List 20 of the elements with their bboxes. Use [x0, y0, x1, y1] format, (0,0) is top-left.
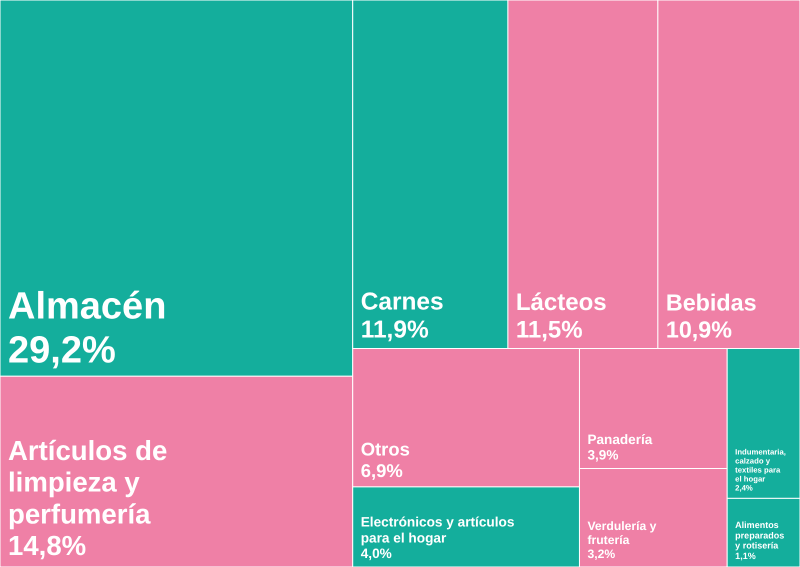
- data-label: 11,5%: [516, 316, 583, 344]
- data-label: 11,9%: [360, 316, 429, 344]
- category-label: Verdulería y frutería: [587, 519, 657, 547]
- category-label: Artículos de limpieza y perfumería: [8, 434, 168, 530]
- category-label: Panadería: [587, 432, 653, 447]
- data-label: 4,0%: [360, 546, 392, 561]
- data-label: 1,1%: [735, 551, 756, 561]
- data-label: 3,2%: [587, 547, 616, 561]
- data-label: 10,9%: [666, 316, 732, 343]
- category-label: Otros: [360, 438, 410, 460]
- data-label: 6,9%: [360, 460, 403, 481]
- category-label: Carnes: [360, 288, 444, 316]
- data-label: 14,8%: [8, 530, 86, 561]
- category-label: Lácteos: [516, 288, 607, 316]
- data-label: 3,9%: [587, 448, 618, 463]
- category-label: Electrónicos y artículos para el hogar: [360, 514, 515, 546]
- category-label: Almacén: [8, 286, 166, 328]
- data-label: 29,2%: [8, 329, 116, 372]
- category-label: Bebidas: [666, 290, 757, 316]
- category-label: Alimentos preparados y rotisería: [735, 520, 784, 551]
